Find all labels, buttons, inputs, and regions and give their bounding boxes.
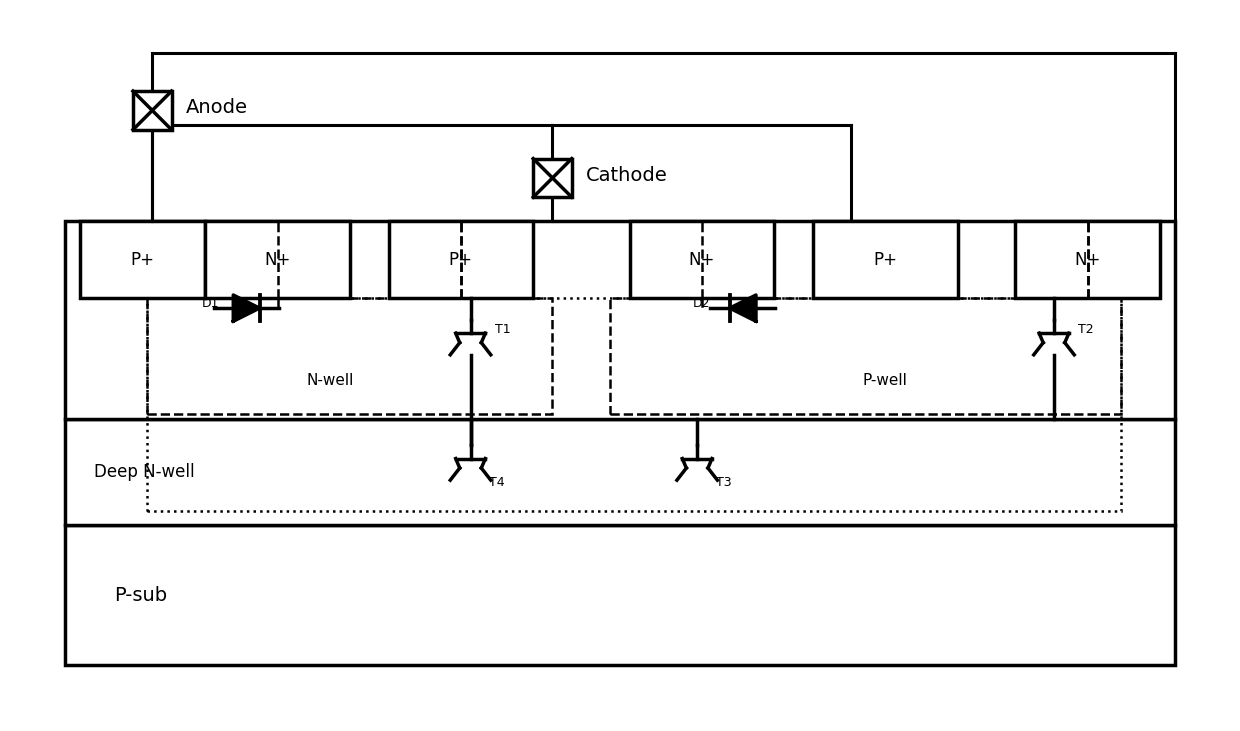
Text: P-well: P-well (863, 373, 908, 388)
Polygon shape (233, 295, 259, 321)
Text: P-sub: P-sub (114, 586, 167, 605)
Text: P+: P+ (873, 251, 898, 269)
Bar (133, 91, 171, 129)
Text: D2: D2 (693, 297, 711, 310)
Bar (610, 298, 1121, 414)
Bar (813, 221, 957, 298)
Text: T4: T4 (490, 477, 505, 489)
Bar (388, 221, 533, 298)
Text: T2: T2 (1079, 322, 1094, 336)
Bar (79, 221, 206, 298)
Bar (66, 221, 1174, 419)
Text: P+: P+ (449, 251, 472, 269)
Bar (66, 419, 1174, 525)
Text: Anode: Anode (186, 98, 248, 117)
Text: N-well: N-well (308, 373, 355, 388)
Text: N+: N+ (688, 251, 715, 269)
Bar (66, 525, 1174, 665)
Text: Cathode: Cathode (587, 165, 668, 184)
Text: N+: N+ (1075, 251, 1101, 269)
Bar (630, 221, 774, 298)
Bar (206, 221, 350, 298)
Bar (148, 298, 1121, 511)
Bar (533, 159, 572, 197)
Text: Deep N-well: Deep N-well (94, 463, 195, 481)
Bar (1016, 221, 1161, 298)
Text: T3: T3 (715, 477, 732, 489)
Text: N+: N+ (264, 251, 291, 269)
Bar (148, 298, 553, 414)
Text: T1: T1 (495, 322, 511, 336)
Text: D1: D1 (201, 297, 218, 310)
Polygon shape (730, 295, 756, 321)
Text: P+: P+ (130, 251, 155, 269)
